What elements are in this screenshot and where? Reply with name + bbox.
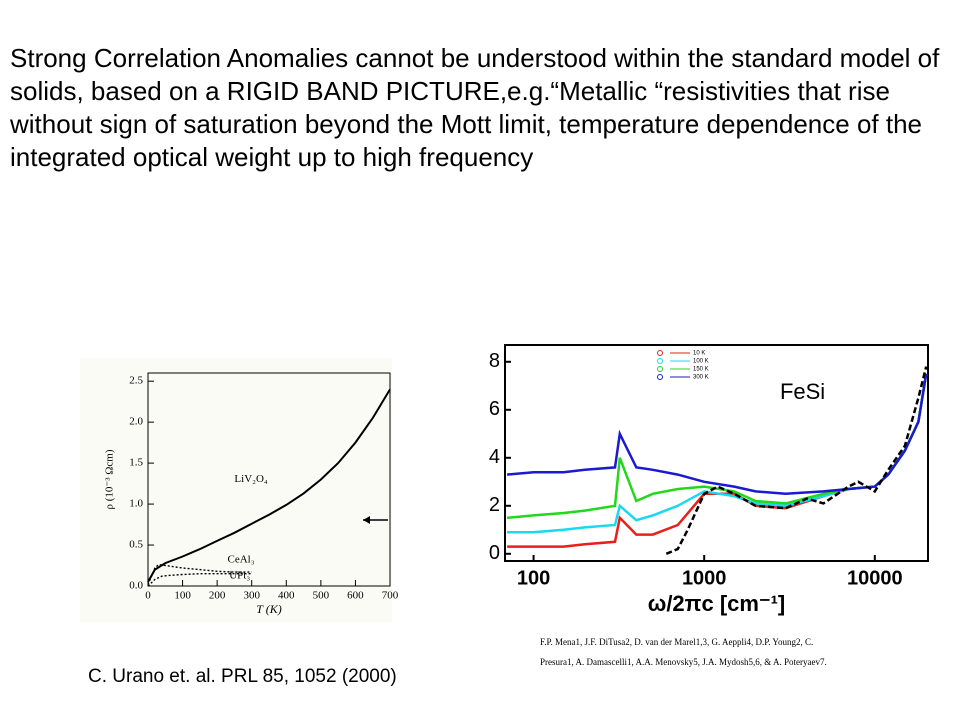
y-tick-label: 2: [489, 494, 500, 516]
x-tick-label: 100: [174, 589, 191, 601]
x-tick-label: 1000: [682, 567, 727, 589]
series-line: [506, 373, 928, 496]
y-tick-label: 8: [489, 350, 500, 372]
y-tick-label: 0.5: [129, 539, 143, 551]
chart-1-background: [80, 358, 392, 622]
y-tick-label: 6: [489, 398, 500, 420]
series-line: [506, 373, 928, 520]
y-tick-label: 1.5: [129, 457, 143, 469]
y-axis-label: ρ (10⁻³ Ωcm): [104, 449, 116, 509]
x-axis-label: ω/2πc [cm⁻¹]: [648, 591, 786, 616]
series-line: [507, 373, 928, 534]
x-tick-label: 400: [278, 589, 295, 601]
series-label: UPt₃: [229, 570, 250, 582]
authors: F.P. Mena1, J.F. DiTusa2, D. van der Mar…: [540, 637, 827, 667]
x-tick-label: 600: [347, 589, 364, 601]
arrowhead: [363, 516, 370, 524]
y-tick-label: 0.0: [129, 580, 143, 592]
y-tick-label: 2.0: [129, 416, 143, 428]
plot-frame: [147, 372, 391, 587]
x-tick-label: 0: [145, 589, 151, 601]
citation: C. Urano et. al. PRL 85, 1052 (2000): [88, 666, 397, 687]
x-tick-label: 300: [243, 589, 260, 601]
legend-marker: [657, 350, 663, 356]
x-axis-label: T (K): [256, 602, 281, 616]
series-label: LiV₂O₄: [234, 473, 267, 485]
x-tick-label: 200: [209, 589, 226, 601]
legend-label: 10 K: [693, 351, 705, 357]
legend-label: 100 K: [693, 359, 709, 365]
x-tick-label: 100: [517, 567, 550, 589]
series-label: CeAl₃: [228, 553, 255, 565]
series-line: [665, 366, 928, 555]
y-tick-label: 1.0: [129, 498, 143, 510]
plot-frame: [504, 344, 929, 562]
series-line: [147, 563, 252, 585]
legend-marker: [657, 374, 663, 380]
legend-label: 150 K: [693, 367, 709, 373]
series-line: [147, 573, 252, 587]
legend-marker: [657, 366, 663, 372]
legend-marker: [657, 358, 663, 364]
x-tick-label: 500: [313, 589, 330, 601]
series-line: [507, 373, 928, 548]
y-tick-label: 4: [489, 446, 500, 468]
x-tick-label: 700: [382, 589, 399, 601]
x-tick-label: 10000: [847, 567, 903, 589]
legend-label: 300 K: [693, 375, 709, 381]
y-tick-label: 0: [489, 542, 500, 564]
y-tick-label: 2.5: [129, 375, 143, 387]
chart-title: FeSi: [780, 379, 825, 404]
body-text: Strong Correlation Anomalies cannot be u…: [10, 43, 940, 172]
series-line: [147, 388, 391, 583]
